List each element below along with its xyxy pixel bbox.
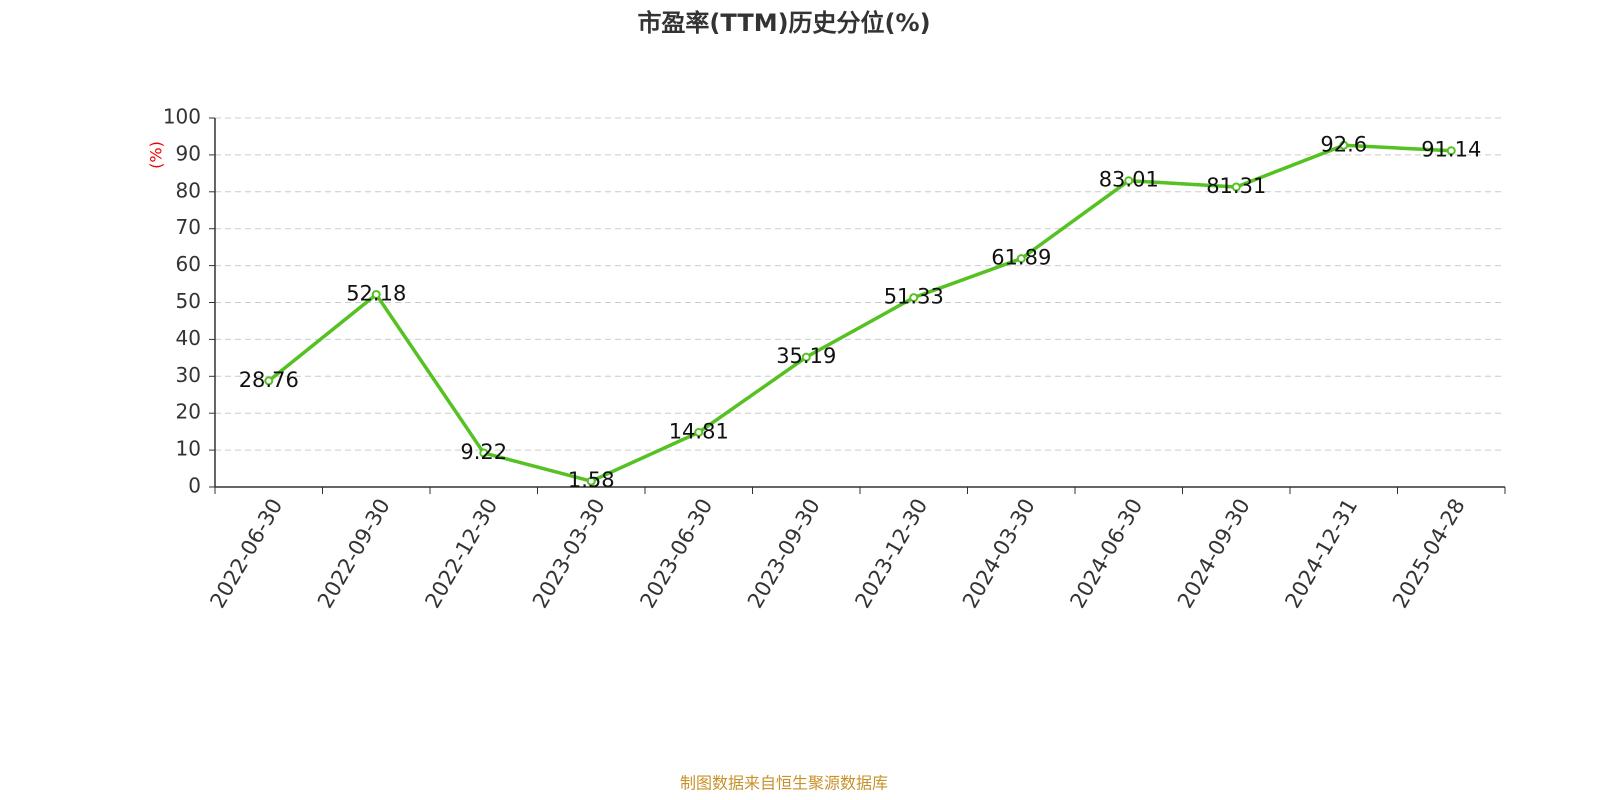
y-tick-label: 60: [176, 252, 201, 276]
y-tick-label: 100: [163, 105, 201, 129]
marker: [1016, 254, 1026, 264]
y-tick-label: 10: [176, 437, 201, 461]
y-tick-label: 90: [176, 141, 201, 165]
marker: [479, 448, 489, 458]
data-label: 92.6: [1320, 132, 1367, 156]
source-note: 制图数据来自恒生聚源数据库: [680, 774, 888, 793]
marker: [801, 352, 811, 362]
x-tick-label: 2023-03-30: [528, 495, 610, 613]
marker: [264, 376, 274, 386]
chart-title: 市盈率(TTM)历史分位(%): [637, 9, 930, 37]
data-label: 81.31: [1206, 174, 1266, 198]
y-tick-label: 80: [176, 178, 201, 202]
data-label: 1.58: [568, 468, 615, 492]
data-label: 52.18: [346, 281, 406, 305]
y-tick-label: 70: [176, 215, 201, 239]
marker: [1231, 182, 1241, 192]
marker: [371, 289, 381, 299]
marker: [694, 427, 704, 437]
x-tick-label: 2024-09-30: [1173, 495, 1255, 613]
marker: [1339, 140, 1349, 150]
x-tick-label: 2024-06-30: [1065, 495, 1147, 613]
data-label: 14.81: [669, 419, 729, 443]
data-label: 83.01: [1099, 168, 1159, 192]
x-tick-label: 2025-04-28: [1388, 495, 1470, 613]
y-tick-label: 40: [176, 326, 201, 350]
y-tick-label: 20: [176, 400, 201, 424]
marker: [1446, 146, 1456, 156]
data-label: 91.14: [1421, 138, 1481, 162]
x-tick-label: 2022-12-30: [420, 495, 502, 613]
data-label: 61.89: [991, 246, 1051, 270]
line: [267, 143, 1452, 484]
x-tick-label: 2023-06-30: [635, 495, 717, 613]
x-tick-label: 2022-09-30: [313, 495, 395, 613]
data-label: 9.22: [460, 440, 507, 464]
y-axis-label: (%): [147, 141, 166, 169]
x-tick-label: 2024-12-31: [1280, 495, 1362, 613]
x-tick-label: 2023-12-30: [850, 495, 932, 613]
x-tick-label: 2022-06-30: [205, 495, 287, 613]
marker: [586, 476, 596, 486]
y-tick-label: 30: [176, 363, 201, 387]
y-tick-label: 0: [188, 474, 201, 498]
data-label: 28.76: [239, 368, 299, 392]
x-tick-label: 2023-09-30: [743, 495, 825, 613]
marker: [909, 293, 919, 303]
marker: [1124, 176, 1134, 186]
data-label: 51.33: [884, 285, 944, 309]
data-label: 35.19: [776, 344, 836, 368]
x-tick-label: 2024-03-30: [958, 495, 1040, 613]
y-tick-label: 50: [176, 289, 201, 313]
